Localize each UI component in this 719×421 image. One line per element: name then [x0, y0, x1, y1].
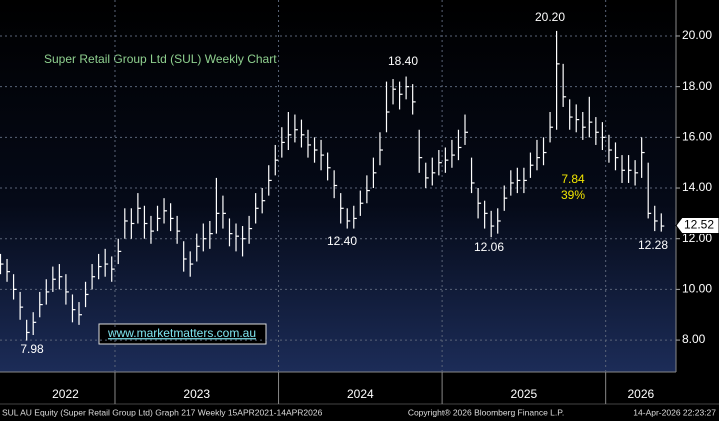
y-tick-label: 8.00	[682, 332, 706, 346]
y-tick-label: 10.00	[682, 282, 712, 296]
annotation: 12.40	[327, 234, 357, 248]
x-tick-label: 2023	[183, 387, 210, 401]
x-tick-label: 2024	[347, 387, 374, 401]
plot-background	[0, 0, 676, 372]
y-tick-label: 14.00	[682, 180, 712, 194]
annotation: 39%	[561, 188, 585, 202]
y-tick-label: 20.00	[682, 28, 712, 42]
footer-center: Copyright® 2026 Bloomberg Finance L.P.	[408, 407, 564, 417]
footer-right: 14-Apr-2026 22:23:27	[633, 407, 716, 417]
y-tick-label: 16.00	[682, 130, 712, 144]
annotation: 12.06	[474, 240, 504, 254]
y-tick-label: 12.00	[682, 231, 712, 245]
last-price-marker	[675, 217, 719, 235]
x-tick-label: 2025	[511, 387, 538, 401]
x-tick-label: 2026	[627, 387, 654, 401]
footer-background	[0, 372, 719, 421]
watermark: www.marketmatters.com.au	[107, 326, 256, 340]
footer-left: SUL AU Equity (Super Retail Group Ltd) G…	[2, 407, 323, 417]
y-tick-label: 18.00	[682, 79, 712, 93]
annotation: 7.84	[561, 172, 585, 186]
annotation: 12.28	[638, 238, 668, 252]
axis-background	[676, 0, 719, 372]
annotation: 7.98	[20, 342, 44, 356]
x-tick-label: 2022	[52, 387, 79, 401]
chart-title: Super Retail Group Ltd (SUL) Weekly Char…	[44, 52, 277, 66]
watermark-box	[98, 323, 267, 345]
last-price-label: 12.52	[684, 218, 714, 232]
annotation: 20.20	[535, 10, 565, 24]
annotation: 18.40	[388, 54, 418, 68]
